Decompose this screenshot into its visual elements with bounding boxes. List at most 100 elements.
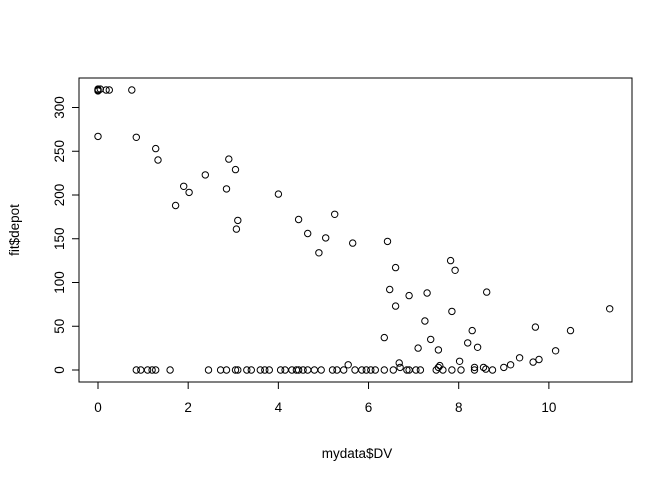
data-point [231,366,240,374]
data-point [180,182,188,191]
data-point [389,366,397,374]
data-point [606,305,614,313]
data-point [529,358,537,366]
data-point [328,366,337,374]
data-point [473,343,482,351]
y-axis: 0 50 100 150 200 250 300 [52,96,80,374]
data-point [403,366,411,374]
data-point [281,366,289,374]
data-point [470,366,479,374]
data-point [531,323,540,331]
data-point [243,366,251,374]
data-point [222,185,231,193]
data-point [94,132,102,141]
data-point [421,317,429,325]
data-point [96,85,105,93]
data-point [457,366,465,374]
data-point [391,263,400,272]
data-point [488,366,497,374]
y-tick-label: 0 [52,366,67,374]
data-point [380,333,388,342]
data-point [383,237,392,246]
data-point [468,326,476,335]
data-point [506,361,515,369]
plot-box [78,77,633,383]
y-tick-label: 150 [52,227,67,250]
data-point [310,366,319,374]
data-point [405,291,413,300]
data-point [446,256,455,265]
data-point [234,216,242,225]
x-axis: 0 2 4 6 8 10 [94,381,556,415]
x-tick-label: 10 [541,400,556,415]
data-point [358,366,366,374]
data-point [340,366,348,374]
data-point [261,366,269,374]
data-point [451,266,459,274]
data-point [396,363,404,372]
data-point [102,86,110,94]
data-point [391,302,400,310]
data-point [166,366,174,374]
x-tick-label: 2 [184,400,192,415]
y-axis-label: fit$depot [7,204,22,256]
data-point [294,215,303,224]
data-point [256,366,264,374]
data-point [439,366,447,374]
data-point [299,366,307,374]
data-point [152,366,160,374]
data-point [414,344,422,352]
data-point [483,288,491,296]
data-point [152,144,160,153]
data-point [362,366,370,374]
data-point [427,335,435,344]
data-point [265,366,273,374]
x-tick-label: 4 [275,400,283,415]
x-tick-label: 8 [455,400,463,415]
data-point [231,165,240,174]
data-point [317,366,325,374]
data-point [143,366,152,374]
data-point [386,285,394,294]
data-point [234,366,242,374]
data-point [274,190,283,198]
data-point [434,346,443,354]
data-point [276,366,285,374]
y-tick-label: 100 [52,271,67,294]
data-point [225,155,233,163]
data-point [479,363,488,372]
data-point [132,366,141,374]
data-point [201,171,210,179]
x-tick-label: 6 [365,400,373,415]
data-point [412,366,420,374]
data-point [304,229,312,238]
data-point [247,366,256,374]
data-point [351,366,359,374]
data-point [464,339,472,347]
data-point [500,363,508,372]
data-point [395,359,403,367]
data-point [94,87,102,95]
data-point [423,289,431,297]
data-point [185,188,193,197]
data-point [416,366,425,374]
data-point [331,210,339,219]
data-point [515,354,524,362]
data-point [455,357,464,365]
data-point [171,201,180,210]
data-point [154,156,162,164]
data-point [105,86,114,94]
data-point [380,366,388,374]
data-point [232,225,241,233]
data-point [448,366,456,374]
data-point [535,355,543,364]
data-point [333,366,341,374]
data-point [566,326,575,335]
data-point [222,366,231,374]
data-point [470,363,479,372]
y-tick-label: 200 [52,184,67,207]
data-point [551,347,560,355]
data-point [349,239,357,247]
data-point [204,366,213,374]
points-layer [94,85,614,374]
